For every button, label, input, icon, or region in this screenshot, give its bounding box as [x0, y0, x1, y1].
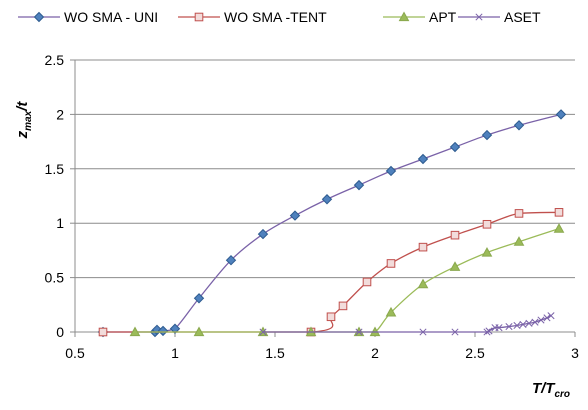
data-point-apt	[553, 223, 565, 233]
y-tick-label: 1.5	[45, 161, 65, 177]
x-tick-label: 1.5	[265, 345, 285, 361]
legend-label-uni: WO SMA - UNI	[64, 9, 158, 25]
data-point-aset	[485, 327, 493, 335]
x-tick-label: 0.5	[65, 345, 85, 361]
legend-swatch-marker	[398, 11, 410, 22]
data-point-uni	[385, 165, 397, 177]
data-point-uni	[353, 179, 365, 191]
data-point-uni	[417, 153, 429, 165]
legend-swatch-marker	[475, 13, 483, 21]
data-point-uni	[481, 129, 493, 141]
series-line-apt	[135, 228, 560, 333]
legend-item-aset: ASET	[458, 9, 541, 25]
data-point-uni	[157, 325, 169, 337]
x-tick-label: 2	[371, 345, 379, 361]
data-point-aset	[531, 318, 539, 326]
y-tick-label: 2.5	[45, 52, 65, 68]
y-tick-label: 1	[56, 215, 64, 231]
data-point-uni	[257, 228, 269, 240]
series-layer	[97, 109, 567, 338]
data-point-apt	[385, 306, 397, 317]
data-point-apt	[417, 278, 429, 289]
x-tick-label: 3	[571, 345, 579, 361]
data-point-uni	[513, 120, 525, 131]
data-point-aset	[537, 316, 545, 324]
data-point-aset	[483, 328, 491, 336]
data-point-tent	[450, 230, 460, 240]
x-axis-title: T/Tcro	[532, 380, 570, 400]
data-point-tent	[514, 209, 524, 218]
gridlines	[75, 59, 575, 279]
legend-label-tent: WO SMA -TENT	[224, 9, 327, 25]
tick-labels: 00.511.522.50.5 1 1.5 2 2.5 3	[45, 52, 580, 361]
data-point-tent	[326, 312, 336, 322]
data-point-aset	[519, 320, 527, 328]
data-point-aset	[513, 321, 521, 330]
data-point-tent	[554, 208, 564, 217]
data-point-apt	[481, 247, 493, 257]
data-point-tent	[338, 301, 348, 311]
axes	[70, 59, 576, 337]
data-point-tent	[98, 327, 108, 337]
data-point-uni	[321, 194, 333, 205]
y-tick-label: 0.5	[45, 270, 65, 286]
legend-item-uni: WO SMA - UNI	[18, 9, 158, 25]
y-tick-label: 0	[56, 324, 64, 340]
data-point-apt	[193, 326, 205, 337]
data-point-aset	[259, 328, 267, 336]
x-tick-label: 2.5	[465, 345, 485, 361]
legend-label-aset: ASET	[504, 9, 541, 25]
x-axis-title-main: T/T	[532, 380, 556, 397]
data-point-apt	[129, 326, 141, 337]
data-point-apt	[449, 261, 461, 271]
y-axis-title-sub: max	[23, 110, 34, 130]
data-point-uni	[225, 254, 237, 266]
y-axis-title-suffix: /t	[14, 101, 31, 112]
series-aset	[259, 312, 555, 336]
legend-label-apt: APT	[429, 9, 457, 25]
legend-swatch-marker	[33, 11, 45, 23]
data-point-tent	[362, 277, 372, 287]
x-axis-title-sub: cro	[554, 389, 570, 400]
data-point-uni	[169, 323, 181, 334]
series-line-aset	[263, 315, 552, 333]
data-point-aset	[495, 324, 503, 332]
y-tick-label: 2	[56, 106, 64, 122]
data-point-uni	[193, 293, 205, 304]
data-point-aset	[355, 328, 363, 336]
series-apt	[129, 223, 565, 337]
data-point-uni	[289, 210, 301, 221]
data-point-aset	[547, 312, 555, 320]
x-tick-label: 1	[171, 345, 179, 361]
legend: WO SMA - UNI WO SMA -TENT APT ASET	[18, 9, 541, 25]
data-point-tent	[482, 219, 492, 229]
legend-item-tent: WO SMA -TENT	[178, 9, 327, 25]
data-point-aset	[451, 328, 459, 336]
series-tent	[98, 208, 564, 337]
data-point-tent	[386, 259, 396, 268]
legend-item-apt: APT	[383, 9, 457, 25]
y-axis-title: zmax/t	[14, 101, 34, 140]
data-point-aset	[525, 319, 533, 327]
data-point-aset	[419, 328, 427, 336]
data-point-uni	[555, 109, 567, 120]
data-point-tent	[418, 242, 428, 252]
data-point-aset	[543, 314, 551, 322]
legend-swatch-marker	[194, 12, 204, 22]
data-point-apt	[513, 236, 525, 246]
y-axis-title-main: z	[14, 130, 31, 139]
data-point-uni	[449, 141, 461, 153]
data-point-aset	[505, 323, 513, 331]
